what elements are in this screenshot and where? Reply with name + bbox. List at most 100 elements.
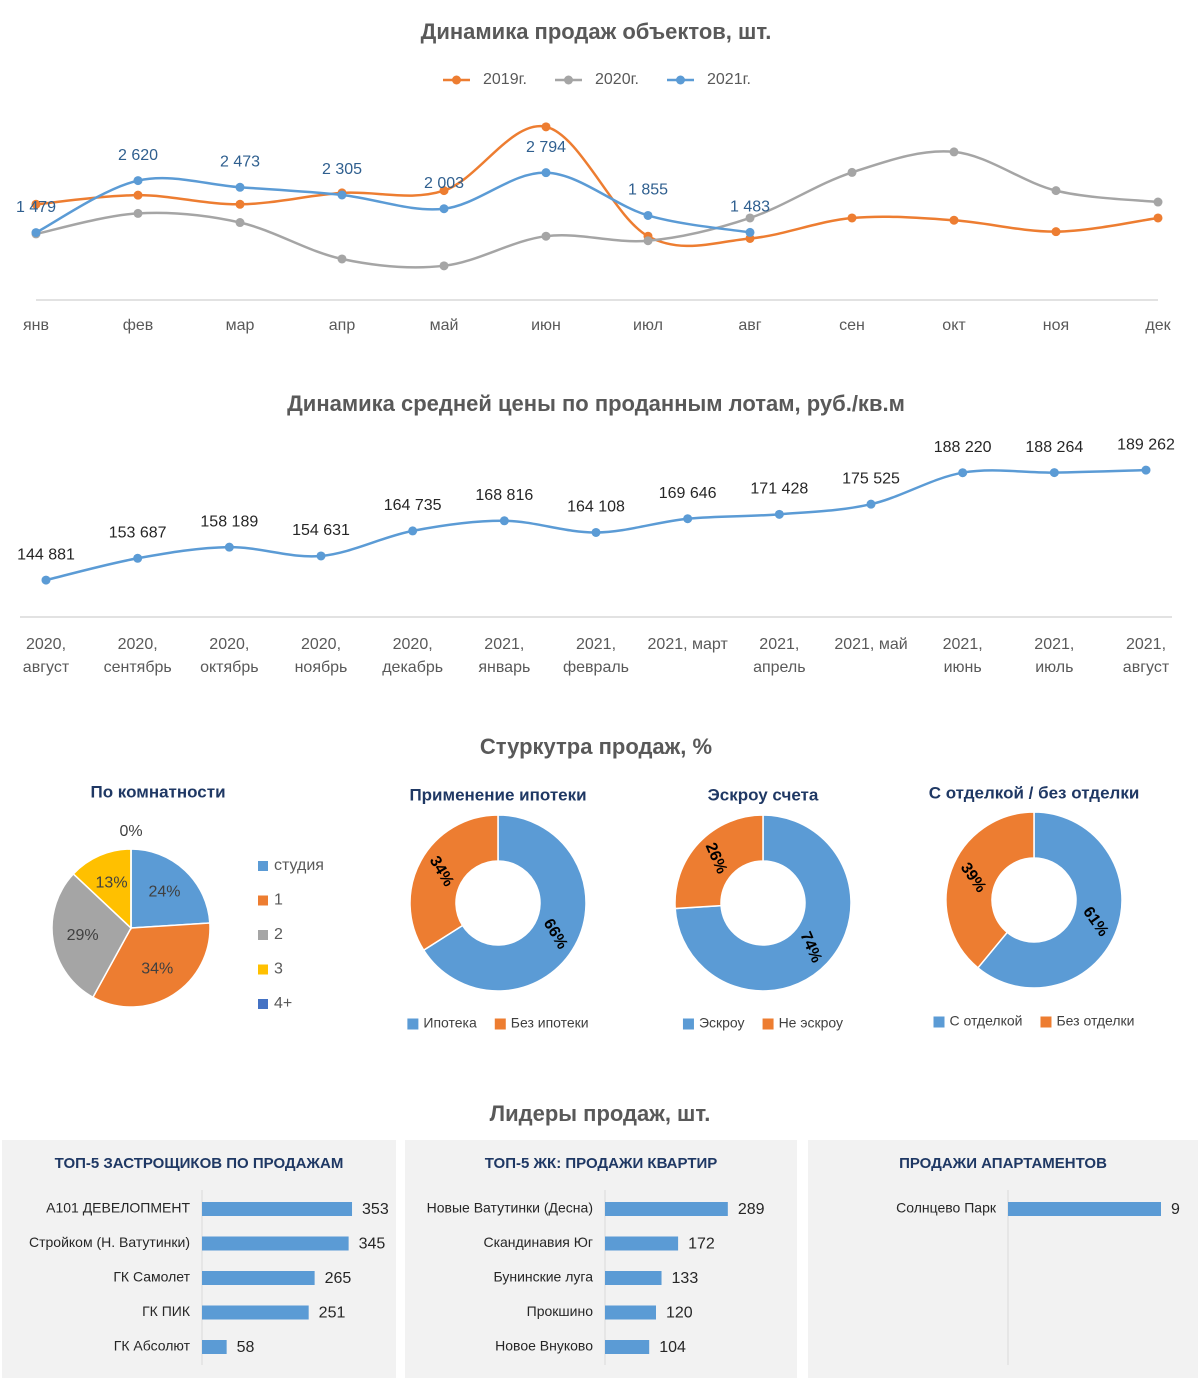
point (235, 182, 245, 192)
legend-label: Без отделки (1056, 1013, 1134, 1029)
x-tick-label: июн (531, 317, 561, 334)
bar (202, 1271, 315, 1285)
legend-label: 2 (274, 926, 283, 943)
legend-label: 1 (274, 892, 283, 909)
x-tick-label: 2021, июль (1034, 636, 1075, 676)
legend-swatch (258, 895, 268, 906)
point (316, 551, 326, 561)
bar (1008, 1202, 1161, 1216)
legend-label: 2020г. (595, 71, 639, 88)
legend-swatch (494, 1018, 506, 1030)
point (337, 190, 347, 200)
point (439, 186, 449, 196)
series-line (35, 171, 751, 234)
y-tick-label: А101 ДЕВЕЛОПМЕНТ (46, 1200, 190, 1216)
data-label: 1 855 (628, 182, 668, 199)
point (408, 526, 418, 536)
legend-swatch (258, 964, 268, 975)
point (1049, 468, 1059, 478)
x-tick-label: 2021, июнь (942, 636, 983, 676)
data-label: 265 (325, 1270, 352, 1287)
data-label: 188 220 (934, 439, 992, 456)
chart-title: Применение ипотеки (409, 785, 586, 804)
x-tick-label: ноя (1043, 317, 1069, 334)
point (439, 261, 449, 271)
chart-title: По комнатности (90, 782, 225, 801)
data-label: 289 (738, 1201, 765, 1218)
x-tick-label: май (430, 317, 459, 334)
x-tick-label: фев (123, 317, 154, 334)
point (1051, 227, 1061, 237)
slice (409, 814, 499, 952)
point (41, 575, 51, 585)
chart-title: ПРОДАЖИ АПАРТАМЕНТОВ (899, 1155, 1107, 1172)
data-label: 189 262 (1117, 436, 1175, 453)
point (847, 167, 857, 177)
y-tick-label: Бунинские луга (493, 1269, 593, 1285)
series-line (35, 150, 1159, 269)
point (643, 236, 653, 246)
x-tick-label: июл (633, 317, 663, 334)
legend-label: Не эскроу (779, 1015, 843, 1031)
x-tick-label: сен (839, 317, 865, 334)
bar (605, 1340, 650, 1354)
data-label: 153 687 (109, 525, 167, 542)
x-tick-label: 2021, май (834, 636, 908, 653)
point (949, 215, 959, 225)
chart-title: Динамика продаж объектов, шт. (421, 19, 772, 44)
point (541, 168, 551, 178)
point (866, 499, 876, 509)
legend: Эскроу Не эскроу (682, 1015, 843, 1031)
point (439, 204, 449, 214)
data-label: 2 620 (118, 147, 158, 164)
chart-title: С отделкой / без отделки (929, 783, 1140, 802)
point (541, 122, 551, 132)
bar (605, 1236, 679, 1251)
y-tick-label: ГК ПИК (142, 1303, 191, 1319)
data-label: 1 479 (16, 199, 56, 216)
chart-title: ТОП-5 ЗАСТРОЩИКОВ ПО ПРОДАЖАМ (55, 1155, 344, 1172)
legend-label: 3 (274, 961, 283, 978)
panel (808, 1140, 1198, 1378)
bar (605, 1305, 656, 1320)
chart-title: Эскроу счета (708, 785, 819, 804)
legend: Ипотека Без ипотеки (407, 1015, 589, 1031)
data-label: 345 (359, 1236, 386, 1253)
point (133, 553, 143, 563)
slice (674, 814, 764, 910)
point (745, 213, 755, 223)
data-label: 251 (319, 1305, 346, 1322)
point (643, 210, 653, 220)
bar (202, 1202, 353, 1216)
data-label: 13% (96, 874, 128, 891)
point (31, 199, 41, 209)
data-label: 104 (659, 1339, 686, 1356)
point (958, 468, 968, 478)
legend-label: 4+ (274, 995, 292, 1012)
legend-label: С отделкой (950, 1013, 1023, 1029)
data-label: 0% (119, 823, 142, 840)
y-tick-label: ГК Самолет (113, 1269, 190, 1285)
y-tick-label: Солнцево Парк (896, 1200, 997, 1216)
legend-marker (452, 75, 461, 85)
slice (674, 814, 852, 992)
x-tick-label: 2021, февраль (562, 636, 630, 676)
legend-swatch (1040, 1016, 1052, 1028)
legend-label: Ипотека (423, 1015, 477, 1031)
point (847, 213, 857, 223)
y-tick-label: Скандинавия Юг (483, 1234, 593, 1250)
point (1153, 213, 1163, 223)
x-tick-label: 2020, сентябрь (103, 636, 172, 676)
bar (202, 1305, 309, 1320)
point (224, 542, 234, 552)
data-label: 188 264 (1025, 439, 1083, 456)
legend-label: Эскроу (699, 1015, 745, 1031)
section-heading: Стуркутра продаж, % (480, 734, 712, 759)
y-tick-label: ГК Абсолют (114, 1338, 191, 1354)
data-label: 1 483 (730, 199, 770, 216)
bar (605, 1202, 728, 1216)
point (1153, 197, 1163, 207)
data-label: 24% (149, 884, 181, 901)
legend-swatch (258, 999, 268, 1009)
